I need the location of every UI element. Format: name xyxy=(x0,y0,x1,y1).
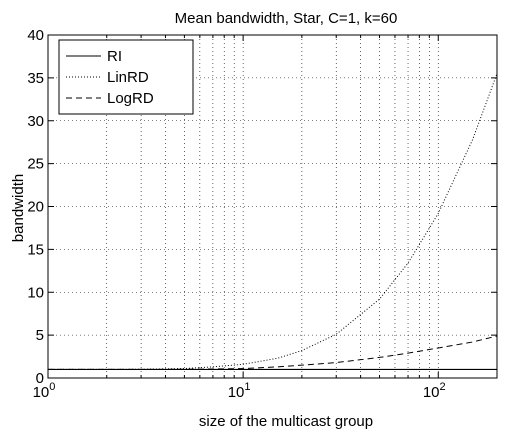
x-tick-label-base: 10 xyxy=(33,384,50,401)
series-layer xyxy=(48,73,498,370)
x-tick-labels: 100 101 102 xyxy=(33,381,446,401)
legend-label-ri: RI xyxy=(107,48,122,65)
y-tick-label: 5 xyxy=(36,327,44,344)
axis-ticks xyxy=(47,34,498,379)
x-tick-label-exponent: 1 xyxy=(244,381,250,393)
chart-title: Mean bandwidth, Star, C=1, k=60 xyxy=(175,10,398,27)
y-tick-label: 15 xyxy=(27,241,44,258)
legend-label-linrd: LinRD xyxy=(107,69,149,86)
y-tick-label: 10 xyxy=(27,284,44,301)
y-tick-label: 20 xyxy=(27,199,44,216)
x-tick-label: 102 xyxy=(423,381,446,401)
x-axis-label: size of the multicast group xyxy=(199,413,373,430)
y-axis-label: bandwidth xyxy=(10,174,27,242)
y-tick-labels: 0 5 10 15 20 25 30 35 40 xyxy=(27,27,44,387)
x-tick-label: 101 xyxy=(228,381,251,401)
x-tick-label-exponent: 0 xyxy=(49,381,55,393)
y-tick-label: 30 xyxy=(27,113,44,130)
legend-label-logrd: LogRD xyxy=(107,90,154,107)
y-tick-label: 35 xyxy=(27,70,44,87)
series-line-logrd xyxy=(48,335,498,370)
grid xyxy=(48,35,497,378)
x-tick-label: 100 xyxy=(33,381,56,401)
y-tick-label: 0 xyxy=(36,370,44,387)
x-tick-label-base: 10 xyxy=(228,384,245,401)
x-tick-label-exponent: 2 xyxy=(440,381,446,393)
y-tick-label: 25 xyxy=(27,156,44,173)
legend: RI LinRD LogRD xyxy=(58,39,194,115)
y-tick-label: 40 xyxy=(27,27,44,44)
x-tick-label-base: 10 xyxy=(423,384,440,401)
